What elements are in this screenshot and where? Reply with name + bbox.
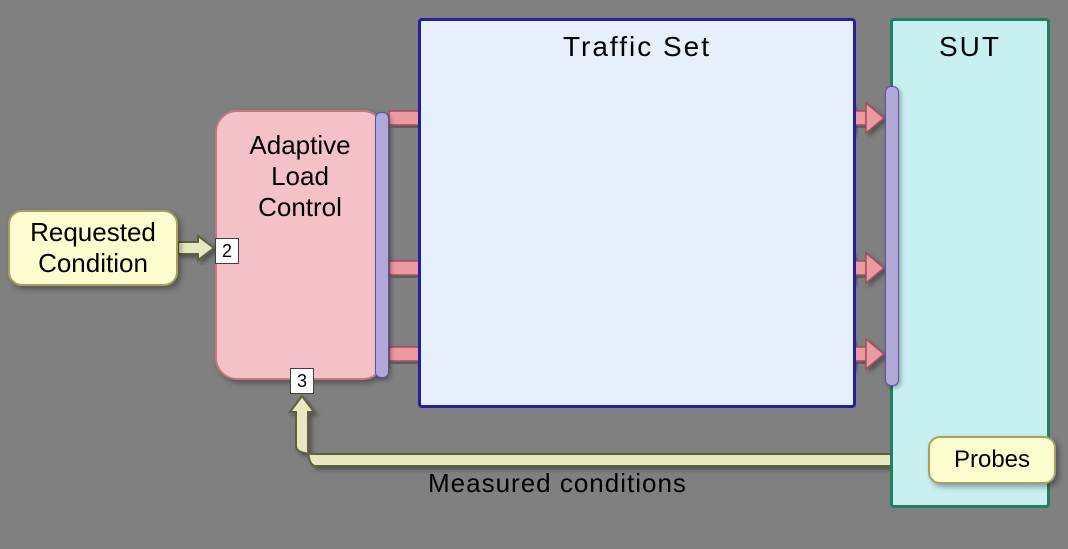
- adaptive-load-control-box: Adaptive Load Control: [215, 110, 385, 380]
- trafficset-box: Traffic Set: [418, 18, 856, 408]
- measured-conditions-label: Measured conditions: [428, 468, 687, 499]
- adaptive-line3: Control: [258, 192, 342, 223]
- adaptive-line1: Adaptive: [249, 130, 350, 161]
- port-3: 3: [290, 368, 314, 394]
- adaptive-line2: Load: [271, 161, 329, 192]
- sut-title: SUT: [939, 31, 1001, 63]
- sut-box: SUT: [890, 18, 1050, 508]
- trafficset-title: Traffic Set: [563, 31, 711, 63]
- adaptive-port-bar: [375, 112, 389, 378]
- port-2: 2: [215, 238, 239, 264]
- sut-port-bar: [885, 86, 899, 386]
- requested-line1: Requested: [30, 217, 156, 248]
- requested-condition-box: Requested Condition: [8, 210, 178, 286]
- requested-line2: Condition: [38, 248, 148, 279]
- probes-box: Probes: [928, 436, 1056, 484]
- probes-label: Probes: [954, 446, 1030, 474]
